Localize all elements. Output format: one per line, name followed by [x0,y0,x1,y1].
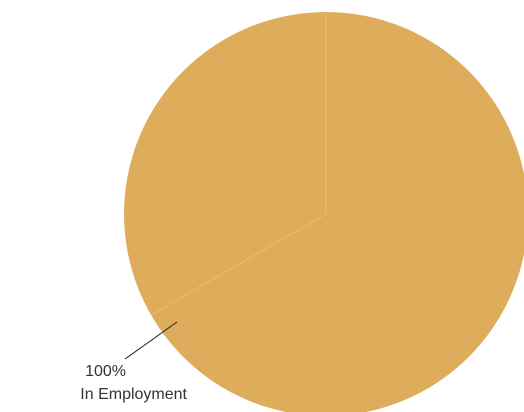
pie-seam-1 [150,213,327,316]
pie-seams [150,12,327,316]
pie-slices [124,12,524,412]
pie-slice-0 [124,12,524,412]
slice-leader-line [124,321,178,360]
slice-value-label: 100% [85,363,126,380]
slice-name-label: In Employment [80,386,187,403]
